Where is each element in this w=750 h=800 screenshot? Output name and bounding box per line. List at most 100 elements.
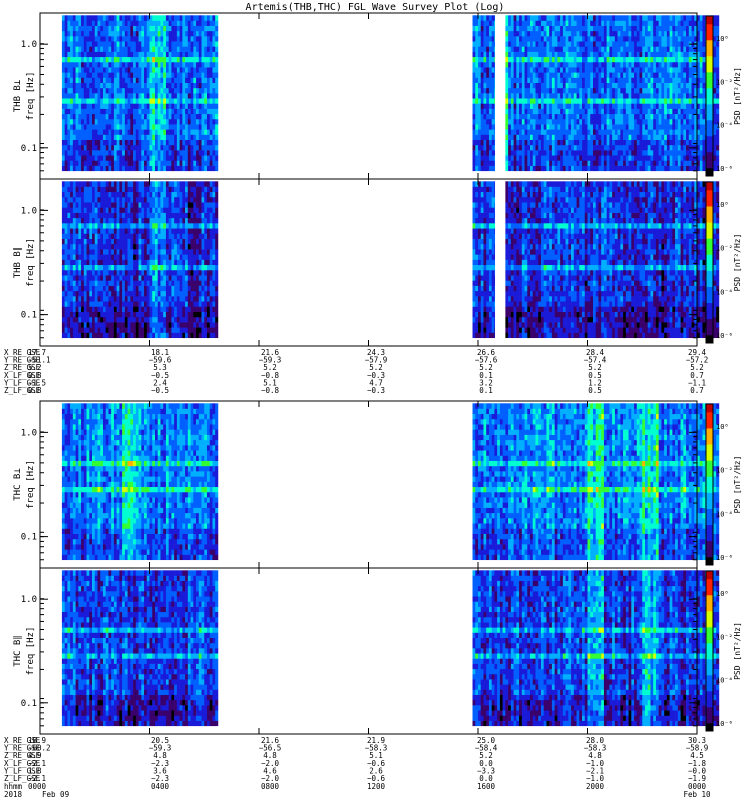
heatmap-cell (544, 150, 547, 155)
heatmap-cell (65, 62, 68, 67)
heatmap-cell (546, 72, 549, 77)
heatmap-cell (122, 103, 125, 108)
heatmap-cell (582, 109, 585, 114)
heatmap-cell (103, 239, 106, 245)
heatmap-cell (678, 124, 681, 129)
heatmap-cell (552, 140, 555, 145)
heatmap-cell (193, 67, 196, 72)
heatmap-cell (65, 114, 68, 119)
heatmap-cell (188, 67, 191, 72)
heatmap-cell (155, 150, 158, 155)
heatmap-cell (117, 155, 120, 160)
heatmap-cell (141, 124, 144, 129)
heatmap-cell (103, 103, 106, 108)
heatmap-cell (590, 124, 593, 129)
heatmap-cell (516, 31, 519, 36)
heatmap-cell (70, 166, 73, 171)
heatmap-cell (620, 57, 623, 62)
heatmap-cell (519, 78, 522, 83)
heatmap-cell (577, 140, 580, 145)
heatmap-cell (67, 129, 70, 134)
heatmap-cell (560, 98, 563, 103)
heatmap-cell (204, 57, 207, 62)
heatmap-cell (119, 52, 122, 57)
heatmap-cell (544, 98, 547, 103)
heatmap-cell (188, 72, 191, 77)
heatmap-cell (533, 62, 536, 67)
heatmap-cell (114, 36, 117, 41)
heatmap-cell (191, 109, 194, 114)
heatmap-cell (114, 67, 117, 72)
heatmap-cell (65, 145, 68, 150)
heatmap-cell (686, 109, 689, 114)
heatmap-cell (136, 140, 139, 145)
heatmap-cell (215, 46, 218, 51)
heatmap-cell (81, 36, 84, 41)
heatmap-cell (546, 36, 549, 41)
heatmap-cell (207, 46, 210, 51)
heatmap-cell (681, 67, 684, 72)
heatmap-cell (612, 150, 615, 155)
heatmap-cell (642, 31, 645, 36)
heatmap-cell (160, 119, 163, 124)
heatmap-cell (180, 36, 183, 41)
heatmap-cell (97, 46, 100, 51)
heatmap-cell (65, 322, 68, 328)
heatmap-cell (582, 52, 585, 57)
heatmap-cell (659, 31, 662, 36)
heatmap-cell (87, 72, 90, 77)
heatmap-cell (601, 78, 604, 83)
heatmap-cell (89, 31, 92, 36)
heatmap-cell (196, 155, 199, 160)
heatmap-cell (667, 52, 670, 57)
heatmap-cell (555, 103, 558, 108)
heatmap-cell (516, 20, 519, 25)
heatmap-cell (571, 135, 574, 140)
heatmap-cell (73, 26, 76, 31)
heatmap-cell (160, 62, 163, 67)
heatmap-cell (525, 57, 528, 62)
heatmap-cell (579, 145, 582, 150)
heatmap-cell (193, 62, 196, 67)
heatmap-cell (650, 83, 653, 88)
heatmap-cell (166, 52, 169, 57)
heatmap-cell (73, 275, 76, 281)
heatmap-cell (67, 88, 70, 93)
heatmap-cell (588, 166, 591, 171)
heatmap-cell (128, 78, 131, 83)
heatmap-cell (607, 150, 610, 155)
heatmap-cell (106, 119, 109, 124)
heatmap-cell (478, 62, 481, 67)
heatmap-cell (481, 160, 484, 165)
heatmap-cell (590, 160, 593, 165)
heatmap-cell (486, 41, 489, 46)
heatmap-cell (686, 67, 689, 72)
heatmap-cell (478, 72, 481, 77)
heatmap-cell (661, 150, 664, 155)
heatmap-cell (119, 145, 122, 150)
heatmap-cell (522, 36, 525, 41)
heatmap-cell (637, 36, 640, 41)
colorbar-cell (706, 92, 713, 96)
heatmap-cell (609, 67, 612, 72)
heatmap-cell (648, 140, 651, 145)
heatmap-cell (76, 98, 79, 103)
heatmap-cell (505, 46, 508, 51)
heatmap-cell (508, 62, 511, 67)
heatmap-cell (637, 88, 640, 93)
heatmap-cell (494, 135, 495, 140)
heatmap-cell (150, 67, 153, 72)
heatmap-cell (631, 103, 634, 108)
heatmap-cell (133, 52, 136, 57)
heatmap-cell (604, 119, 607, 124)
heatmap-cell (163, 15, 166, 20)
heatmap-cell (604, 109, 607, 114)
heatmap-cell (473, 52, 476, 57)
heatmap-cell (538, 67, 541, 72)
heatmap-cell (530, 140, 533, 145)
heatmap-cell (210, 36, 213, 41)
heatmap-cell (202, 41, 205, 46)
heatmap-cell (489, 119, 492, 124)
heatmap-cell (160, 124, 163, 129)
heatmap-cell (215, 155, 218, 160)
